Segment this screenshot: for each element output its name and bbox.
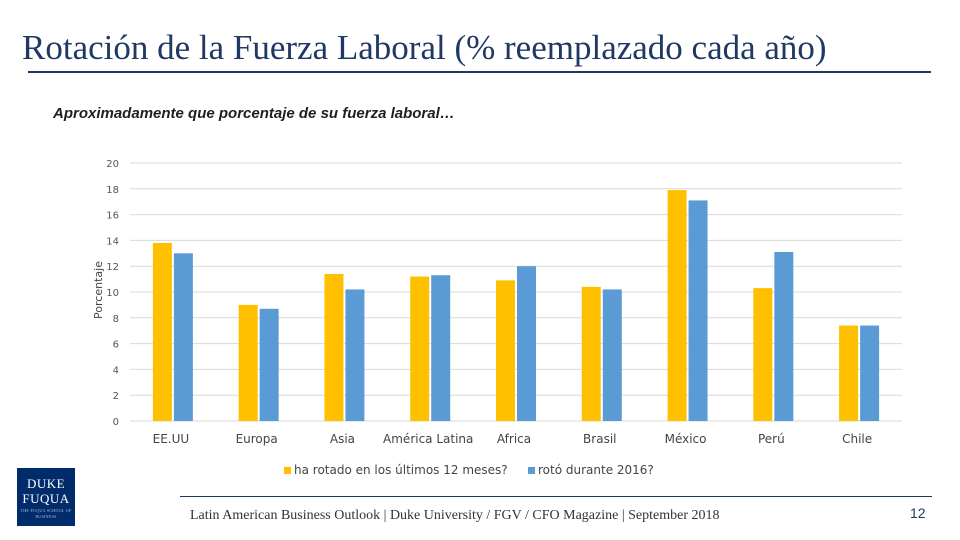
bar-series-1-1 (238, 304, 258, 421)
bar-series-1-4 (496, 280, 515, 421)
bar-series-2-7 (774, 252, 794, 421)
y-tick-label: 10 (106, 288, 119, 299)
x-tick-label: EE.UU (153, 432, 190, 446)
y-tick-label: 2 (113, 391, 119, 402)
bar-series-1-2 (324, 273, 344, 421)
x-tick-label: Brasil (583, 432, 616, 446)
bar-series-2-2 (345, 289, 365, 421)
y-tick-label: 8 (113, 314, 119, 325)
bar-series-1-7 (753, 288, 773, 421)
footer-source: Latin American Business Outlook | Duke U… (190, 508, 720, 523)
x-axis-ticks: EE.UU Europa Asia América Latina Africa Brasi… (153, 432, 873, 446)
bar-series-1-3 (410, 276, 430, 421)
x-tick-label: América Latina (383, 432, 473, 446)
y-axis-ticks: 0 2 4 6 8 10 12 14 16 18 20 (106, 159, 119, 428)
bar-series-1-8 (839, 325, 859, 421)
y-axis-label: Porcentaje (92, 261, 105, 319)
logo-line-1: DUKE (26, 476, 66, 491)
x-tick-label: Africa (497, 432, 531, 446)
y-tick-label: 4 (113, 365, 119, 376)
x-tick-label: México (665, 432, 707, 446)
x-tick-label: Europa (236, 432, 278, 446)
logo-tagline: THE FUQUA SCHOOL OF BUSINESS (20, 508, 72, 519)
bar-series-2-6 (688, 200, 708, 421)
logo-line-2: FUQUA (22, 491, 70, 506)
x-tick-label: Asia (330, 432, 355, 446)
gridlines (130, 162, 902, 422)
bar-series-2-4 (517, 266, 536, 421)
y-tick-label: 14 (106, 236, 119, 247)
x-tick-label: Perú (758, 432, 785, 446)
page-title: Rotación de la Fuerza Laboral (% reempla… (22, 28, 827, 67)
y-tick-label: 16 (106, 211, 119, 222)
bar-series-2-1 (259, 308, 279, 421)
y-tick-label: 12 (106, 262, 119, 273)
legend-swatch-series-1 (284, 466, 291, 474)
y-tick-label: 6 (113, 340, 119, 351)
bar-series-2-0 (173, 253, 193, 421)
legend-item-series-2: rotó durante 2016? (528, 463, 654, 477)
page-number: 12 (910, 505, 926, 521)
legend-swatch-series-2 (528, 466, 535, 474)
x-tick-label: Chile (842, 432, 872, 446)
bar-series-2-8 (860, 325, 880, 421)
footer-rule (180, 496, 932, 497)
legend-item-series-1: ha rotado en los últimos 12 meses? (284, 463, 508, 477)
title-underline (28, 71, 931, 73)
legend-label-series-2: rotó durante 2016? (538, 463, 654, 477)
y-tick-label: 18 (106, 185, 119, 196)
y-tick-label: 20 (106, 159, 119, 170)
bar-series-1-5 (581, 286, 601, 421)
bar-series-1-0 (152, 242, 172, 421)
bar-series-2-5 (602, 289, 622, 421)
bar-series-2-3 (431, 275, 451, 421)
bars (152, 190, 880, 421)
legend-label-series-1: ha rotado en los últimos 12 meses? (294, 463, 508, 477)
y-tick-label: 0 (113, 417, 119, 428)
bar-series-1-6 (667, 190, 687, 421)
duke-fuqua-logo: DUKE FUQUA THE FUQUA SCHOOL OF BUSINESS (17, 468, 75, 526)
chart-subtitle: Aproximadamente que porcentaje de su fue… (53, 105, 455, 122)
